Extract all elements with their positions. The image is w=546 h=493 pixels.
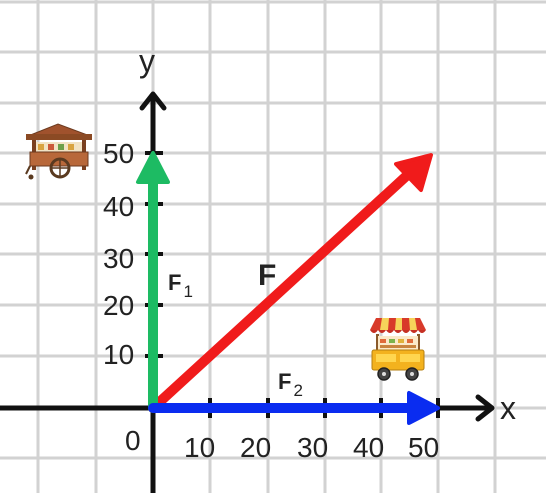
vector-f1 (136, 151, 170, 413)
vector-f2-subscript: 2 (293, 381, 302, 400)
origin-label: 0 (125, 425, 141, 456)
y-tick-label-20: 20 (103, 290, 134, 321)
vector-f-label: F (258, 259, 276, 292)
vector-f2-arrowhead (407, 391, 440, 425)
x-tick-label-40: 40 (353, 432, 384, 463)
y-axis-name: y (139, 43, 155, 79)
x-axis-arrowhead (475, 394, 495, 422)
x-tick-labels: 10 20 30 40 50 (184, 432, 439, 463)
y-tick-label-30: 30 (103, 243, 134, 274)
y-tick-labels: 10 20 30 40 50 (103, 138, 134, 370)
y-tick-label-50: 50 (103, 138, 134, 169)
food-cart-wooden-icon (25, 123, 92, 180)
vector-f-arrowhead (394, 153, 433, 192)
x-tick-label-20: 20 (240, 432, 271, 463)
y-tick-label-40: 40 (103, 191, 134, 222)
y-tick-label-10: 10 (103, 339, 134, 370)
x-tick-label-10: 10 (184, 432, 215, 463)
food-cart-striped-awning-icon (370, 318, 426, 381)
vector-f (148, 153, 433, 413)
vector-f1-arrowhead (136, 151, 170, 184)
vector-f-shaft (148, 164, 419, 413)
y-axis-arrowhead (139, 91, 167, 111)
x-axis-name: x (500, 390, 516, 426)
vector-f1-subscript: 1 (183, 282, 192, 301)
vector-f2 (148, 391, 440, 425)
x-tick-label-50: 50 (408, 432, 439, 463)
x-tick-label-30: 30 (297, 432, 328, 463)
